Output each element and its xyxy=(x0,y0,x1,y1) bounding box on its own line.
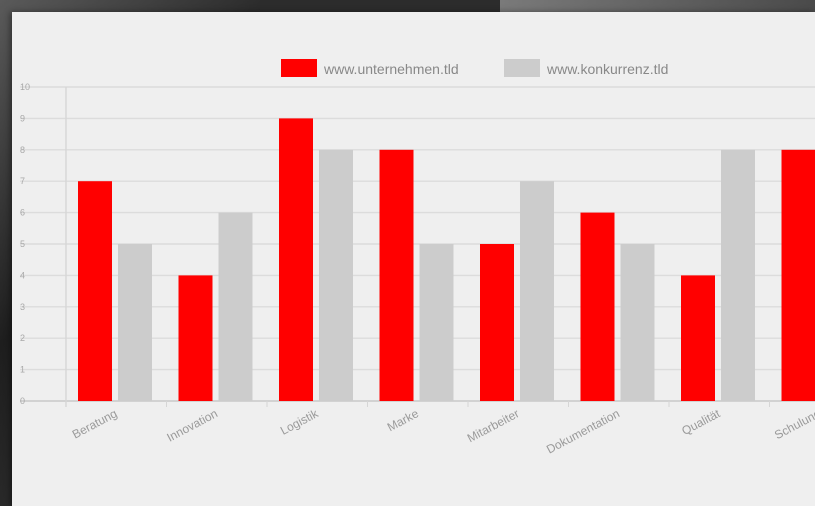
bar xyxy=(520,181,554,401)
y-tick-label: 7 xyxy=(20,176,25,186)
x-tick-label: Qualität xyxy=(679,406,723,438)
y-tick-label: 5 xyxy=(20,239,25,249)
legend-swatch xyxy=(504,59,540,77)
bar xyxy=(781,149,815,401)
legend: www.unternehmen.tld www.konkurrenz.tld xyxy=(281,59,668,77)
bars xyxy=(78,118,815,402)
x-tick-label: Logistik xyxy=(278,406,321,438)
bar xyxy=(580,212,615,401)
x-tick-label: Innovation xyxy=(164,406,219,444)
bar xyxy=(319,149,353,401)
legend-label: www.unternehmen.tld xyxy=(323,61,459,77)
y-tick-label: 9 xyxy=(20,113,25,123)
y-tick-label: 2 xyxy=(20,333,25,343)
y-tick-label: 0 xyxy=(20,396,25,406)
bar xyxy=(78,181,112,401)
x-tick-label: Schulung xyxy=(772,406,815,442)
y-tick-label: 1 xyxy=(20,365,25,375)
y-tick-label: 8 xyxy=(20,145,25,155)
legend-swatch xyxy=(281,59,317,77)
x-tick-label: Dokumentation xyxy=(544,406,622,456)
bar xyxy=(419,244,454,401)
y-tick-label: 4 xyxy=(20,270,25,280)
bar xyxy=(218,212,253,401)
x-tick-label: Marke xyxy=(385,406,421,434)
y-tick-label: 6 xyxy=(20,208,25,218)
bar xyxy=(480,244,514,401)
bar xyxy=(178,275,213,401)
bar xyxy=(379,149,414,401)
y-tick-label: 10 xyxy=(20,82,30,92)
bar xyxy=(118,244,152,401)
x-tick-label: Mitarbeiter xyxy=(465,406,522,445)
x-tick-label: Beratung xyxy=(70,406,120,441)
bar xyxy=(681,275,715,401)
bar xyxy=(279,118,313,402)
x-axis-labels: Beratung Innovation Logistik Marke Mitarbeit… xyxy=(70,406,815,457)
y-axis-ticks: 0 1 2 3 4 5 6 7 8 9 10 xyxy=(20,82,30,406)
legend-label: www.konkurrenz.tld xyxy=(546,61,668,77)
bar xyxy=(620,244,655,401)
bar xyxy=(721,149,755,401)
y-tick-label: 3 xyxy=(20,302,25,312)
